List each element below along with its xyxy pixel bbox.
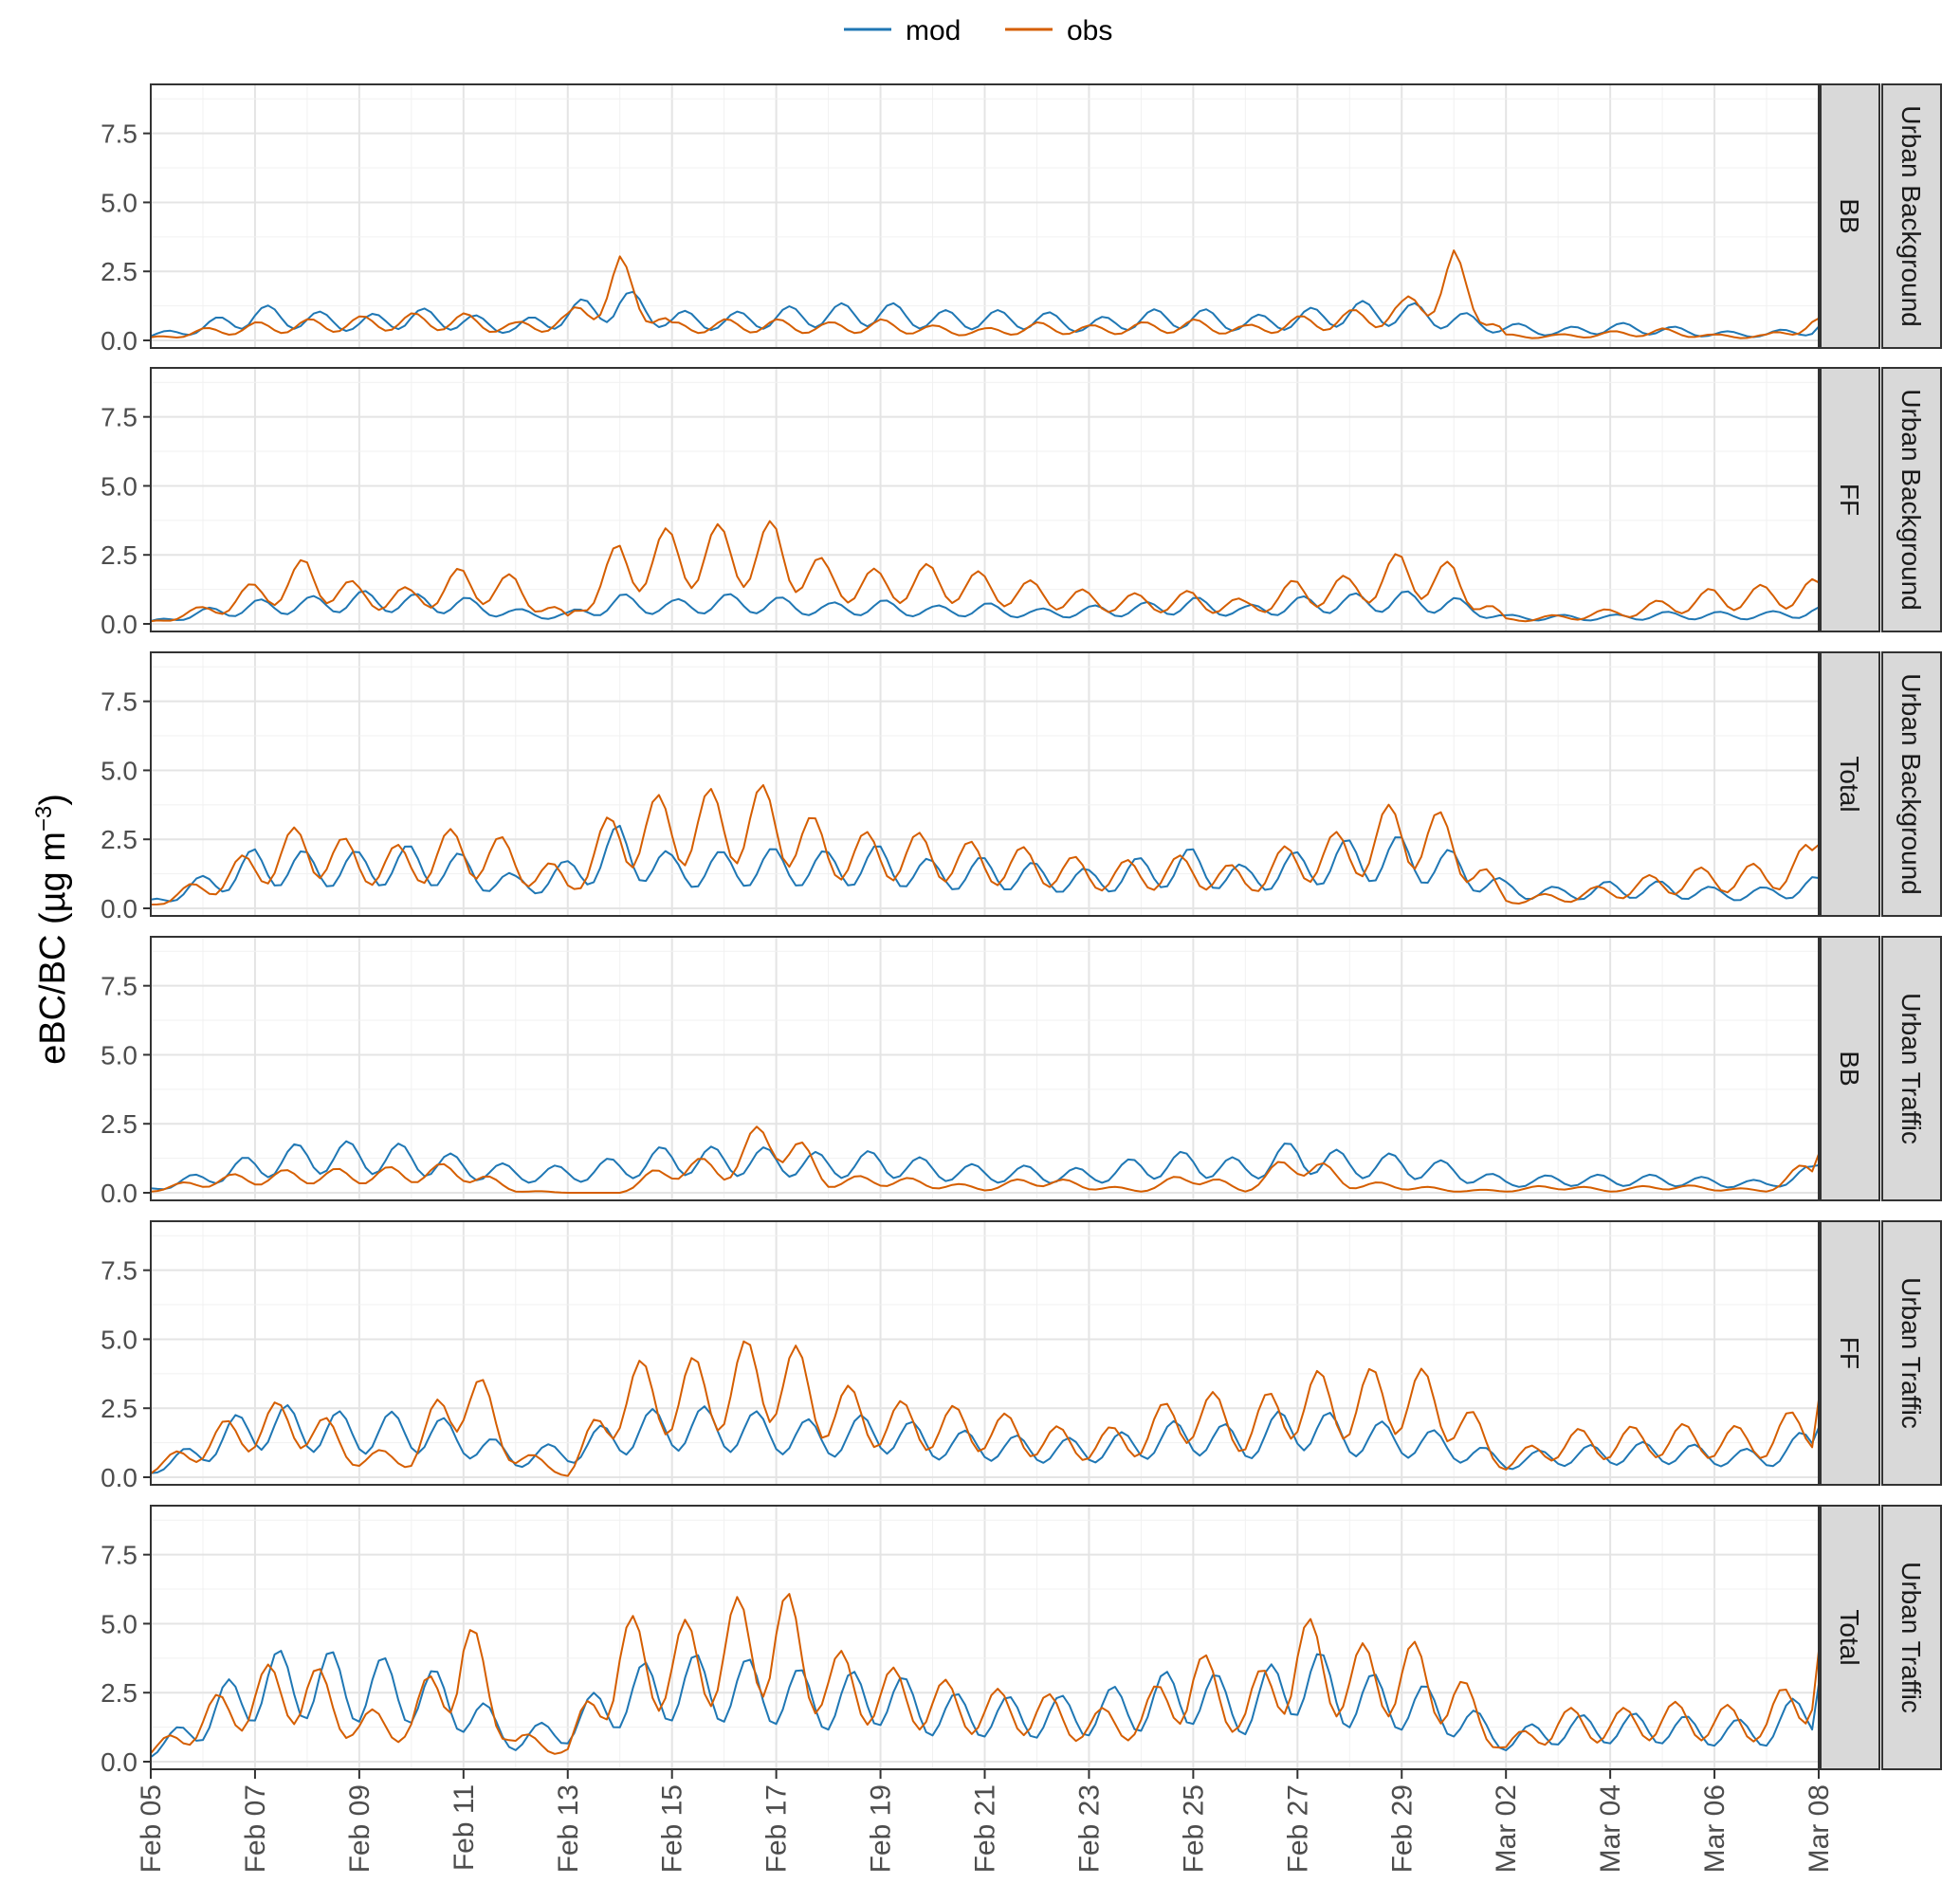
series-line-mod — [150, 824, 1820, 903]
panel-border — [150, 1220, 1820, 1486]
x-tick-label: Feb 21 — [970, 1784, 1001, 1873]
y-tick-label: 0.0 — [101, 1179, 137, 1208]
y-tick-label: 0.0 — [101, 326, 137, 356]
legend-label-obs: obs — [1067, 15, 1112, 46]
series-line-obs — [150, 520, 1820, 623]
y-axis-title: eBC/BC (µg m−3) — [31, 794, 73, 1065]
y-tick-label: 5.0 — [101, 1040, 137, 1070]
strip-site-label: Urban Traffic — [1896, 1562, 1926, 1713]
y-tick-label: 2.5 — [101, 825, 137, 854]
panel-3: 0.0 2.5 5.0 7.5 Total Urban Background — [101, 651, 1942, 924]
y-tick-label: 0.0 — [101, 610, 137, 639]
strip-site-label: Urban Traffic — [1896, 1277, 1926, 1429]
legend-label-mod: mod — [906, 15, 961, 46]
series-line-obs — [150, 1593, 1820, 1755]
y-tick-label: 7.5 — [101, 119, 137, 149]
strip-source — [1820, 651, 1880, 917]
strip-source — [1820, 1505, 1880, 1770]
x-tick-label: Feb 09 — [344, 1784, 376, 1873]
x-tick-label: Mar 06 — [1699, 1784, 1731, 1873]
series-line-obs — [150, 1340, 1820, 1477]
x-tick-label: Feb 17 — [761, 1784, 793, 1873]
y-tick-label: 0.0 — [101, 1747, 137, 1777]
x-tick-label: Mar 02 — [1491, 1784, 1522, 1873]
x-tick-label: Mar 04 — [1595, 1784, 1626, 1873]
y-tick-label: 7.5 — [101, 403, 137, 432]
panel-border — [150, 83, 1820, 349]
strip-source-label: FF — [1835, 484, 1864, 516]
panel-border — [150, 936, 1820, 1201]
panel-border — [150, 651, 1820, 917]
series-line-mod — [150, 1140, 1820, 1191]
strip-source-label: Total — [1835, 756, 1864, 812]
x-tick-label: Feb 05 — [136, 1784, 167, 1873]
x-tick-label: Feb 11 — [449, 1784, 480, 1871]
x-tick-label: Feb 27 — [1282, 1784, 1313, 1873]
x-tick-label: Feb 23 — [1073, 1784, 1105, 1873]
panel-5: 0.0 2.5 5.0 7.5 FF Urban Traffic — [101, 1220, 1942, 1492]
strip-site-label: Urban Background — [1896, 673, 1926, 894]
strip-site — [1881, 651, 1942, 917]
y-tick-label: 5.0 — [101, 188, 137, 217]
x-tick-label: Feb 25 — [1178, 1784, 1209, 1873]
y-tick-label: 7.5 — [101, 687, 137, 717]
strip-site — [1881, 1220, 1942, 1486]
y-tick-label: 2.5 — [101, 1109, 137, 1139]
strip-site — [1881, 1505, 1942, 1770]
x-tick-label: Feb 29 — [1386, 1784, 1418, 1873]
x-axis: Feb 05 Feb 07 Feb 09 Feb 11 Feb 13 Feb 15 Feb … — [136, 1769, 1835, 1873]
strip-site-label: Urban Background — [1896, 389, 1926, 610]
y-tick-label: 5.0 — [101, 756, 137, 785]
strip-source — [1820, 936, 1880, 1201]
x-tick-label: Feb 19 — [866, 1784, 897, 1873]
x-tick-label: Feb 15 — [657, 1784, 688, 1873]
series-line-mod — [150, 290, 1820, 338]
x-tick-label: Mar 08 — [1804, 1784, 1835, 1873]
strip-site-label: Urban Background — [1896, 105, 1926, 326]
panel-4: 0.0 2.5 5.0 7.5 BB Urban Traffic — [101, 936, 1942, 1208]
y-tick-label: 0.0 — [101, 894, 137, 924]
strip-source-label: FF — [1835, 1337, 1864, 1369]
y-tick-label: 5.0 — [101, 471, 137, 501]
y-axis-title-superscript: −3 — [31, 806, 57, 832]
panel-border — [150, 367, 1820, 632]
panels: 0.0 2.5 5.0 7.5 BB Urban Background 0.0 2.5 5.0 7… — [101, 83, 1942, 1777]
x-tick-label: Feb 13 — [553, 1784, 584, 1873]
legend: mod obs — [844, 15, 1112, 46]
panel-1: 0.0 2.5 5.0 7.5 BB Urban Background — [101, 83, 1942, 356]
panel-2: 0.0 2.5 5.0 7.5 FF Urban Background — [101, 367, 1942, 639]
series-line-obs — [150, 784, 1820, 905]
y-tick-label: 2.5 — [101, 1394, 137, 1423]
strip-source — [1820, 367, 1880, 632]
y-tick-label: 5.0 — [101, 1609, 137, 1638]
y-tick-label: 7.5 — [101, 972, 137, 1001]
y-tick-label: 7.5 — [101, 1256, 137, 1286]
y-tick-label: 7.5 — [101, 1541, 137, 1570]
series-line-obs — [150, 249, 1820, 339]
strip-site — [1881, 367, 1942, 632]
series-line-mod — [150, 590, 1820, 622]
series-line-obs — [150, 1125, 1820, 1194]
series-line-mod — [150, 1650, 1820, 1758]
strip-source-label: BB — [1835, 1051, 1864, 1086]
strip-site — [1881, 83, 1942, 349]
strip-source-label: BB — [1835, 198, 1864, 233]
strip-source — [1820, 83, 1880, 349]
strip-source — [1820, 1220, 1880, 1486]
panel-6: 0.0 2.5 5.0 7.5 Total Urban Traffic — [101, 1505, 1942, 1777]
strip-site — [1881, 936, 1942, 1201]
y-tick-label: 5.0 — [101, 1325, 137, 1354]
x-tick-label: Feb 07 — [240, 1784, 271, 1873]
strip-source-label: Total — [1835, 1609, 1864, 1665]
y-tick-label: 2.5 — [101, 1678, 137, 1708]
y-tick-label: 0.0 — [101, 1463, 137, 1492]
strip-site-label: Urban Traffic — [1896, 993, 1926, 1144]
y-tick-label: 2.5 — [101, 257, 137, 286]
y-tick-label: 2.5 — [101, 540, 137, 570]
